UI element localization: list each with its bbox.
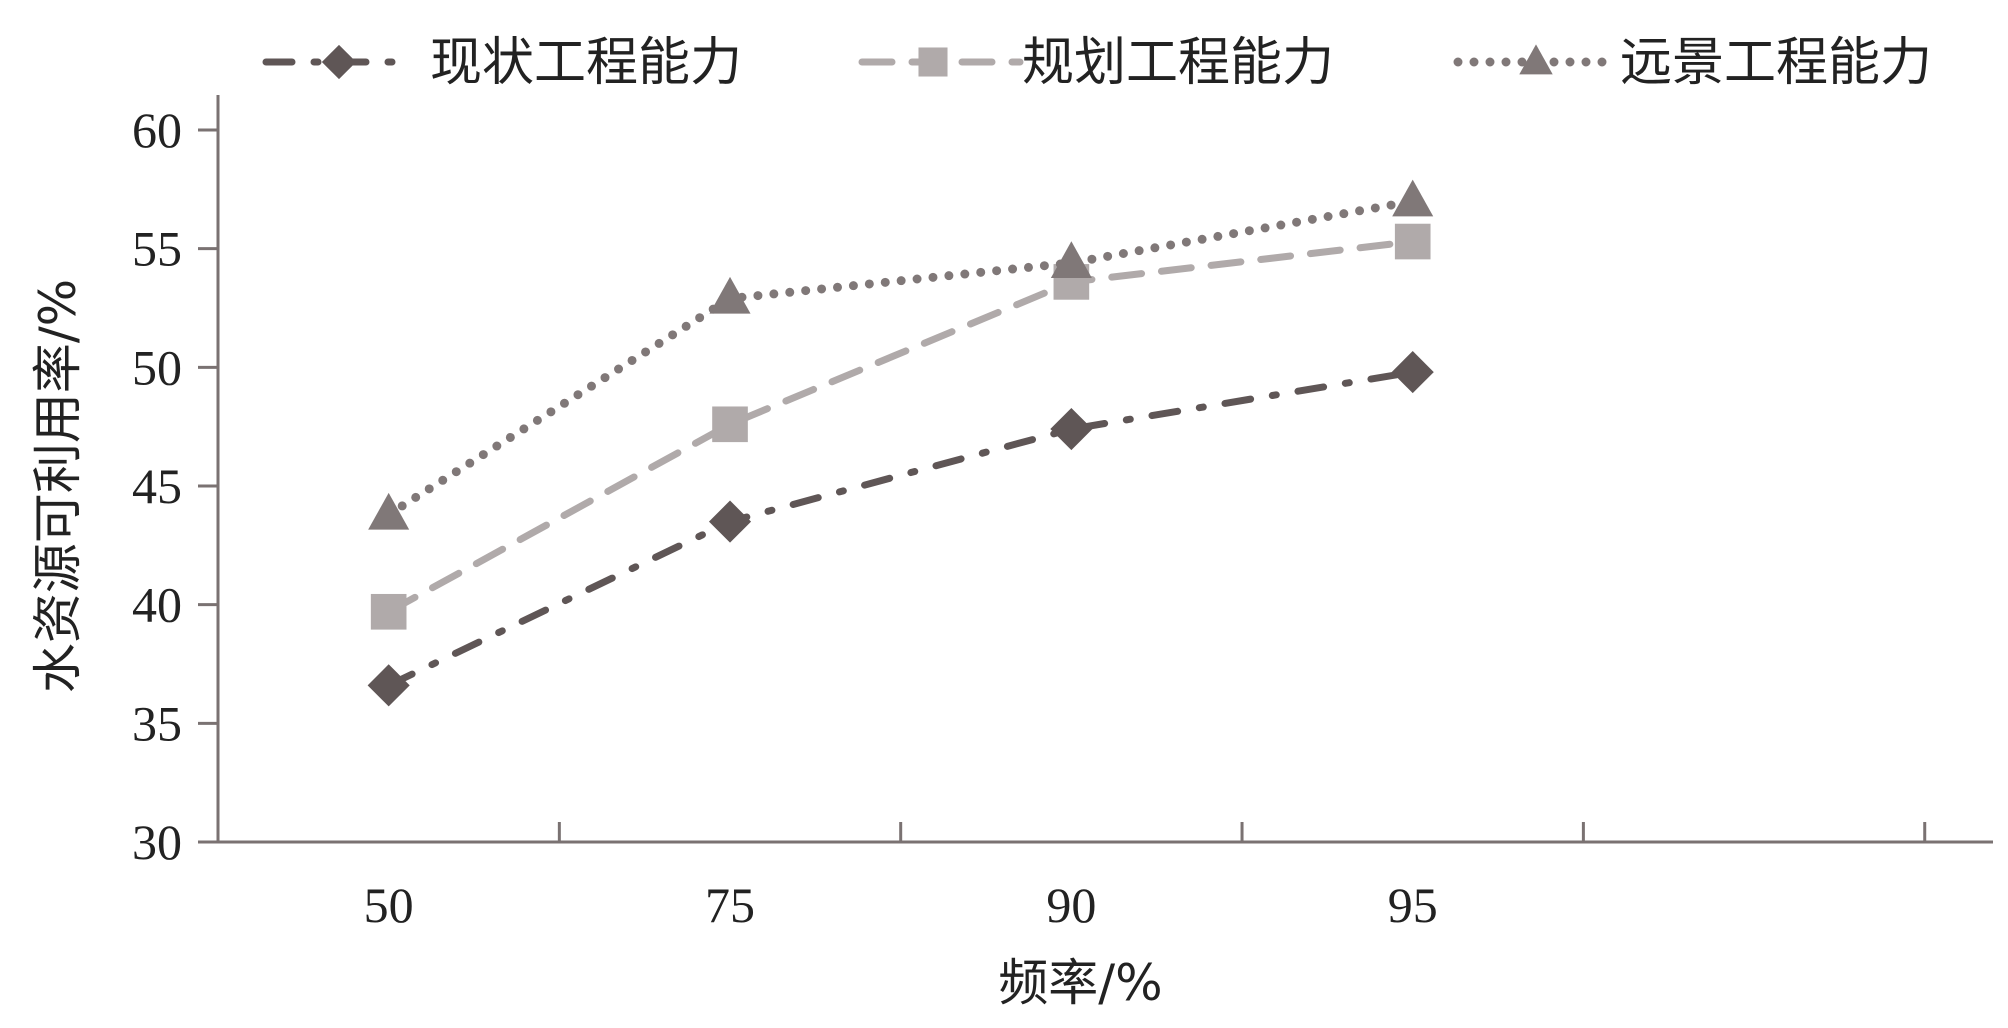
series-2 <box>370 223 1431 630</box>
data-point <box>709 276 751 314</box>
data-point <box>368 492 410 530</box>
legend-marker <box>1519 44 1553 75</box>
x-tick-label: 90 <box>1046 877 1096 933</box>
series-layer <box>367 179 1434 707</box>
series-line <box>385 238 1417 616</box>
series-line <box>384 196 1418 519</box>
data-point <box>1391 351 1434 394</box>
axes: 30 35 40 45 50 55 60 50 75 90 95 <box>132 95 1993 933</box>
y-tick-label: 30 <box>132 814 182 870</box>
data-point <box>708 500 752 543</box>
series-1 <box>367 351 1434 707</box>
legend-marker <box>321 44 357 80</box>
y-tick-label: 35 <box>132 695 182 751</box>
legend-label: 远景工程能力 <box>1620 33 1932 93</box>
data-point <box>1050 241 1092 279</box>
x-axis-title: 频率/% <box>998 954 1162 1012</box>
x-tick-label: 95 <box>1388 877 1438 933</box>
series-3 <box>368 179 1434 530</box>
x-tick-label: 75 <box>705 877 755 933</box>
y-tick-label: 60 <box>132 102 182 158</box>
y-tick-label: 40 <box>132 577 182 633</box>
data-point <box>712 406 748 443</box>
legend: 现状工程能力 规划工程能力 远景工程能力 <box>262 33 1932 93</box>
y-tick-label: 55 <box>132 221 182 277</box>
data-point <box>1394 223 1431 260</box>
y-tick-label: 50 <box>132 339 182 395</box>
x-tick-label: 50 <box>364 877 414 933</box>
data-point <box>367 664 410 707</box>
data-point <box>1392 179 1434 217</box>
legend-item: 远景工程能力 <box>1453 33 1932 93</box>
legend-item: 现状工程能力 <box>262 33 742 93</box>
legend-item: 规划工程能力 <box>858 33 1334 93</box>
y-axis-title: 水资源可利用率/% <box>29 279 87 693</box>
data-point <box>370 593 407 630</box>
legend-label: 现状工程能力 <box>430 33 742 93</box>
series-line <box>385 368 1417 689</box>
data-point <box>1050 407 1093 451</box>
legend-label: 规划工程能力 <box>1022 33 1334 93</box>
y-tick-label: 45 <box>132 458 182 514</box>
legend-marker <box>918 47 948 77</box>
